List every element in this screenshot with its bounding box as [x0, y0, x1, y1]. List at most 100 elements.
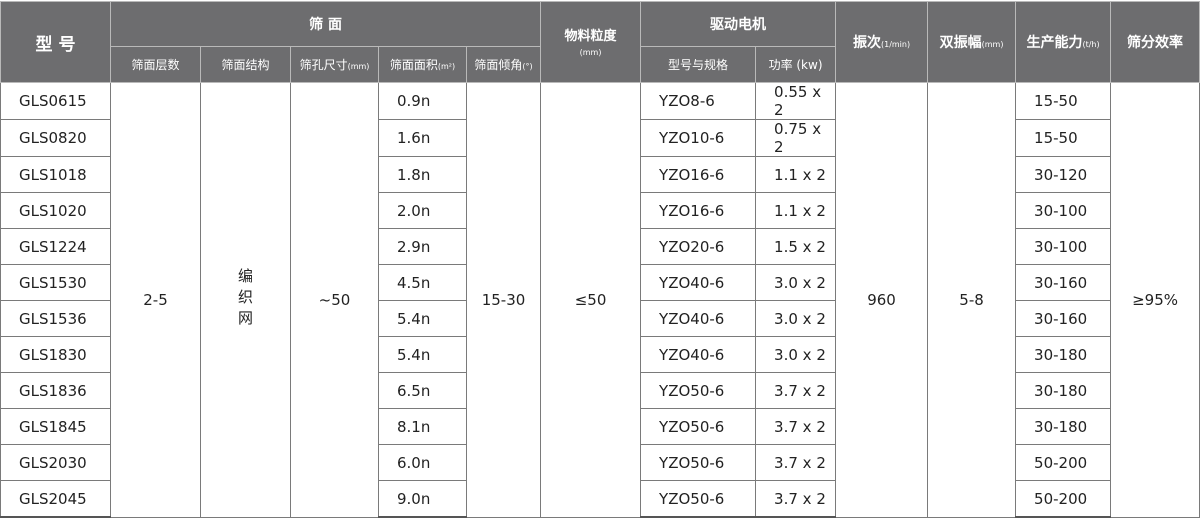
cell-power: 3.7 x 2 — [755, 480, 837, 518]
particle-unit: (mm) — [579, 48, 602, 57]
table-row: GLS2045 9.0n YZO50-6 3.7 x 2 50-200 — [0, 480, 1200, 518]
cell-capacity: 30-160 — [1015, 300, 1112, 337]
header-layers: 筛面层数 — [110, 46, 201, 83]
cell-power: 3.0 x 2 — [755, 264, 837, 301]
cell-model: GLS1836 — [0, 372, 111, 409]
cell-motor-model: YZO16-6 — [640, 156, 757, 193]
table-row: GLS1830 5.4n YZO40-6 3.0 x 2 30-180 — [0, 336, 1200, 373]
header-screen: 筛 面 — [109, 1, 542, 47]
cell-capacity: 15-50 — [1015, 82, 1112, 120]
header-motor-model: 型号与规格 — [640, 46, 757, 83]
header-capacity: 生产能力(t/h) — [1015, 1, 1112, 83]
cell-freq: 960 — [835, 82, 929, 518]
cell-angle: 15-30 — [465, 82, 542, 518]
cell-model: GLS1845 — [0, 408, 111, 445]
cell-capacity: 30-180 — [1015, 336, 1112, 373]
cell-model: GLS1830 — [0, 336, 111, 373]
cell-motor-model: YZO50-6 — [640, 480, 757, 518]
header-structure: 筛面结构 — [200, 46, 291, 83]
amp-unit: (mm) — [981, 40, 1004, 49]
cell-capacity: 30-180 — [1015, 372, 1112, 409]
header-power: 功率 (kw) — [755, 46, 837, 83]
table-row: GLS1536 5.4n YZO40-6 3.0 x 2 30-160 — [0, 300, 1200, 337]
cell-area: 8.1n — [378, 408, 467, 445]
cell-motor-model: YZO50-6 — [640, 408, 757, 445]
cell-power: 3.7 x 2 — [755, 408, 837, 445]
cell-area: 9.0n — [378, 480, 467, 518]
cell-capacity: 30-100 — [1015, 192, 1112, 229]
cell-motor-model: YZO40-6 — [640, 264, 757, 301]
header-motor: 驱动电机 — [640, 1, 837, 47]
table-row: GLS1018 1.8n YZO16-6 1.1 x 2 30-120 — [0, 156, 1200, 193]
header-freq: 振次(1/min) — [835, 1, 929, 83]
cell-area: 0.9n — [378, 82, 467, 120]
aperture-unit: (mm) — [347, 62, 370, 71]
cell-area: 5.4n — [378, 300, 467, 337]
cell-amp: 5-8 — [927, 82, 1017, 518]
table-row: GLS1530 4.5n YZO40-6 3.0 x 2 30-160 — [0, 264, 1200, 301]
table-row: GLS1020 2.0n YZO16-6 1.1 x 2 30-100 — [0, 192, 1200, 229]
cell-power: 1.5 x 2 — [755, 228, 837, 265]
freq-label: 振次 — [852, 35, 881, 51]
cell-power: 3.0 x 2 — [755, 336, 837, 373]
particle-label: 物料粒度 — [564, 29, 617, 44]
cell-efficiency: ≥95% — [1110, 82, 1200, 518]
cell-model: GLS2045 — [0, 480, 111, 518]
freq-unit: (1/min) — [880, 40, 911, 49]
area-unit: (m²) — [437, 62, 456, 71]
cell-structure: 编织网 — [200, 82, 291, 518]
cell-power: 1.1 x 2 — [755, 192, 837, 229]
cell-motor-model: YZO10-6 — [640, 119, 757, 157]
table-row: GLS2030 6.0n YZO50-6 3.7 x 2 50-200 — [0, 444, 1200, 481]
header-model: 型 号 — [0, 1, 111, 83]
cell-particle: ≤50 — [540, 82, 642, 518]
cell-motor-model: YZO50-6 — [640, 444, 757, 481]
header-particle: 物料粒度 (mm) — [540, 1, 642, 83]
amp-label: 双振幅 — [939, 35, 982, 51]
aperture-label: 筛孔尺寸 — [299, 58, 348, 72]
cell-model: GLS1020 — [0, 192, 111, 229]
cell-model: GLS1530 — [0, 264, 111, 301]
cell-area: 1.6n — [378, 119, 467, 157]
cell-capacity: 30-100 — [1015, 228, 1112, 265]
cell-motor-model: YZO16-6 — [640, 192, 757, 229]
angle-unit: (°) — [522, 62, 533, 71]
cell-model: GLS1018 — [0, 156, 111, 193]
cell-model: GLS1224 — [0, 228, 111, 265]
cell-capacity: 30-120 — [1015, 156, 1112, 193]
cell-motor-model: YZO20-6 — [640, 228, 757, 265]
capacity-label: 生产能力 — [1026, 35, 1083, 51]
header-amp: 双振幅(mm) — [927, 1, 1017, 83]
cell-area: 1.8n — [378, 156, 467, 193]
cell-power: 0.75 x 2 — [755, 119, 837, 157]
table-row: GLS1836 6.5n YZO50-6 3.7 x 2 30-180 — [0, 372, 1200, 409]
cell-layers: 2-5 — [110, 82, 201, 518]
table-row: GLS0820 1.6n YZO10-6 0.75 x 2 15-50 — [0, 119, 1200, 157]
cell-power: 0.55 x 2 — [755, 82, 837, 120]
cell-capacity: 30-160 — [1015, 264, 1112, 301]
cell-motor-model: YZO50-6 — [640, 372, 757, 409]
cell-area: 5.4n — [378, 336, 467, 373]
header-area: 筛面面积(m²) — [378, 46, 467, 83]
cell-area: 2.9n — [378, 228, 467, 265]
cell-area: 6.5n — [378, 372, 467, 409]
cell-area: 2.0n — [378, 192, 467, 229]
cell-capacity: 50-200 — [1015, 480, 1112, 518]
cell-aperture: ~50 — [290, 82, 379, 518]
cell-power: 3.0 x 2 — [755, 300, 837, 337]
cell-power: 3.7 x 2 — [755, 372, 837, 409]
capacity-unit: (t/h) — [1082, 40, 1100, 49]
cell-model: GLS1536 — [0, 300, 111, 337]
area-label: 筛面面积 — [389, 58, 438, 72]
table-row: GLS0615 2-5 编织网 ~50 0.9n 15-30 ≤50 YZO8-6 0.55 x… — [0, 82, 1200, 518]
angle-label: 筛面倾角 — [474, 58, 523, 72]
header-angle: 筛面倾角(°) — [465, 46, 542, 83]
cell-capacity: 15-50 — [1015, 119, 1112, 157]
cell-power: 3.7 x 2 — [755, 444, 837, 481]
cell-motor-model: YZO40-6 — [640, 300, 757, 337]
cell-capacity: 50-200 — [1015, 444, 1112, 481]
cell-motor-model: YZO8-6 — [640, 82, 757, 120]
cell-motor-model: YZO40-6 — [640, 336, 757, 373]
cell-capacity: 30-180 — [1015, 408, 1112, 445]
